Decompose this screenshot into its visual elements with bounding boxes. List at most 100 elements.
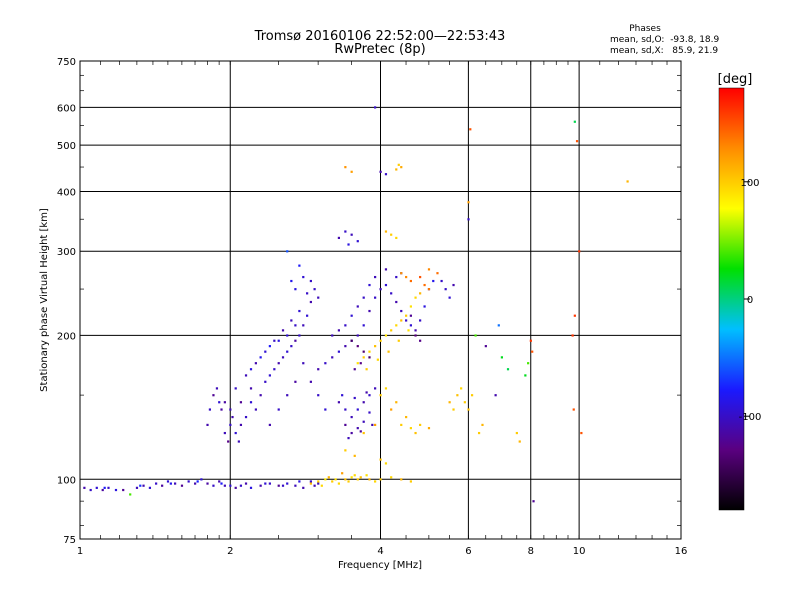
echo-point bbox=[409, 314, 412, 317]
echo-point bbox=[298, 309, 301, 313]
echo-point bbox=[419, 275, 422, 279]
echo-point bbox=[529, 339, 532, 342]
echo-point bbox=[470, 394, 474, 397]
echo-point bbox=[302, 362, 305, 365]
echo-point bbox=[223, 431, 226, 435]
echo-point bbox=[448, 296, 451, 299]
echo-point bbox=[180, 484, 184, 487]
echo-point bbox=[229, 408, 232, 411]
echo-point bbox=[452, 408, 455, 411]
echo-point bbox=[290, 345, 293, 348]
echo-point bbox=[337, 401, 341, 404]
echo-point bbox=[395, 275, 398, 279]
echo-point bbox=[212, 484, 215, 487]
echo-point bbox=[286, 250, 289, 253]
echo-point bbox=[223, 484, 226, 487]
echo-point bbox=[196, 480, 199, 483]
echo-point bbox=[497, 324, 500, 327]
echo-point bbox=[277, 362, 280, 365]
echo-point bbox=[390, 476, 393, 479]
echo-point bbox=[390, 292, 393, 295]
echo-point bbox=[206, 423, 209, 427]
echo-point bbox=[324, 408, 327, 411]
echo-point bbox=[249, 486, 253, 489]
echo-point bbox=[264, 482, 267, 485]
echo-point bbox=[103, 486, 106, 489]
colorbar-tick-label: 0 bbox=[747, 295, 753, 306]
echo-point bbox=[290, 279, 293, 283]
x-axis-ticks: 1 2 4 6 8 10 16 bbox=[77, 546, 688, 557]
echo-point bbox=[107, 486, 110, 489]
echo-point bbox=[309, 380, 312, 383]
echo-point bbox=[414, 329, 417, 332]
echo-point bbox=[194, 482, 197, 485]
phase-colorbar: [deg] 100 0 -100 bbox=[718, 72, 762, 511]
echo-point bbox=[414, 431, 417, 435]
echo-point bbox=[384, 334, 388, 337]
echo-point bbox=[419, 339, 422, 342]
echo-point bbox=[350, 314, 353, 317]
echo-point bbox=[249, 401, 253, 404]
colorbar-ticks: 100 0 -100 bbox=[739, 178, 762, 423]
echo-point bbox=[277, 408, 280, 411]
echo-point bbox=[298, 264, 301, 267]
echo-point bbox=[571, 334, 574, 337]
echo-point bbox=[365, 474, 368, 477]
echo-point bbox=[268, 374, 271, 377]
echo-point bbox=[448, 401, 451, 404]
echo-point bbox=[573, 120, 576, 123]
echo-point bbox=[368, 356, 371, 359]
echo-point bbox=[409, 279, 412, 283]
echo-point bbox=[409, 305, 412, 308]
echo-point bbox=[273, 339, 276, 342]
echo-point bbox=[254, 362, 257, 365]
echo-point bbox=[223, 401, 226, 404]
echo-point bbox=[527, 362, 530, 365]
echo-point bbox=[324, 362, 327, 365]
echo-point bbox=[324, 478, 327, 481]
echo-point bbox=[234, 486, 237, 489]
echo-point bbox=[344, 408, 347, 411]
echo-point bbox=[259, 356, 262, 359]
echo-point bbox=[268, 345, 271, 348]
echo-point bbox=[327, 476, 330, 479]
echo-point bbox=[166, 480, 170, 483]
echo-point bbox=[494, 394, 497, 397]
echo-point bbox=[208, 408, 212, 411]
y-axis-label: Stationary phase Virtual Height [km] bbox=[39, 208, 50, 392]
echo-point bbox=[320, 484, 323, 487]
chart-title: Tromsø 20160106 22:52:00—22:53:43 bbox=[254, 29, 506, 44]
echo-point bbox=[371, 423, 374, 427]
echo-point bbox=[286, 482, 289, 485]
echo-point bbox=[387, 350, 390, 353]
echo-point bbox=[400, 166, 403, 169]
echo-point bbox=[337, 350, 341, 353]
plot-area: 1 2 4 6 8 10 16 75 100 200 300 400 500 600 750 bbox=[57, 57, 687, 557]
echo-point bbox=[206, 482, 209, 485]
colorbar-tick-label: 100 bbox=[740, 178, 759, 189]
echo-point bbox=[362, 350, 365, 353]
echo-point bbox=[500, 356, 504, 359]
echo-point bbox=[264, 380, 267, 383]
x-tick-label: 6 bbox=[465, 546, 471, 557]
echo-point bbox=[344, 345, 347, 348]
echo-point bbox=[379, 394, 382, 397]
echo-point bbox=[368, 394, 371, 397]
echo-point bbox=[578, 250, 581, 253]
echo-point bbox=[350, 476, 353, 479]
echo-point bbox=[95, 486, 98, 489]
echo-point bbox=[356, 408, 359, 411]
echo-point bbox=[469, 128, 472, 131]
echo-point bbox=[395, 168, 398, 171]
echo-point bbox=[376, 358, 379, 361]
echo-point bbox=[423, 305, 426, 308]
x-tick-label: 2 bbox=[227, 546, 233, 557]
echo-point bbox=[286, 334, 289, 337]
minor-ticks bbox=[80, 61, 681, 539]
echo-point bbox=[575, 140, 579, 143]
echo-point bbox=[362, 324, 365, 327]
echo-point bbox=[405, 415, 408, 419]
echo-point bbox=[356, 427, 359, 430]
echo-point bbox=[423, 283, 426, 287]
